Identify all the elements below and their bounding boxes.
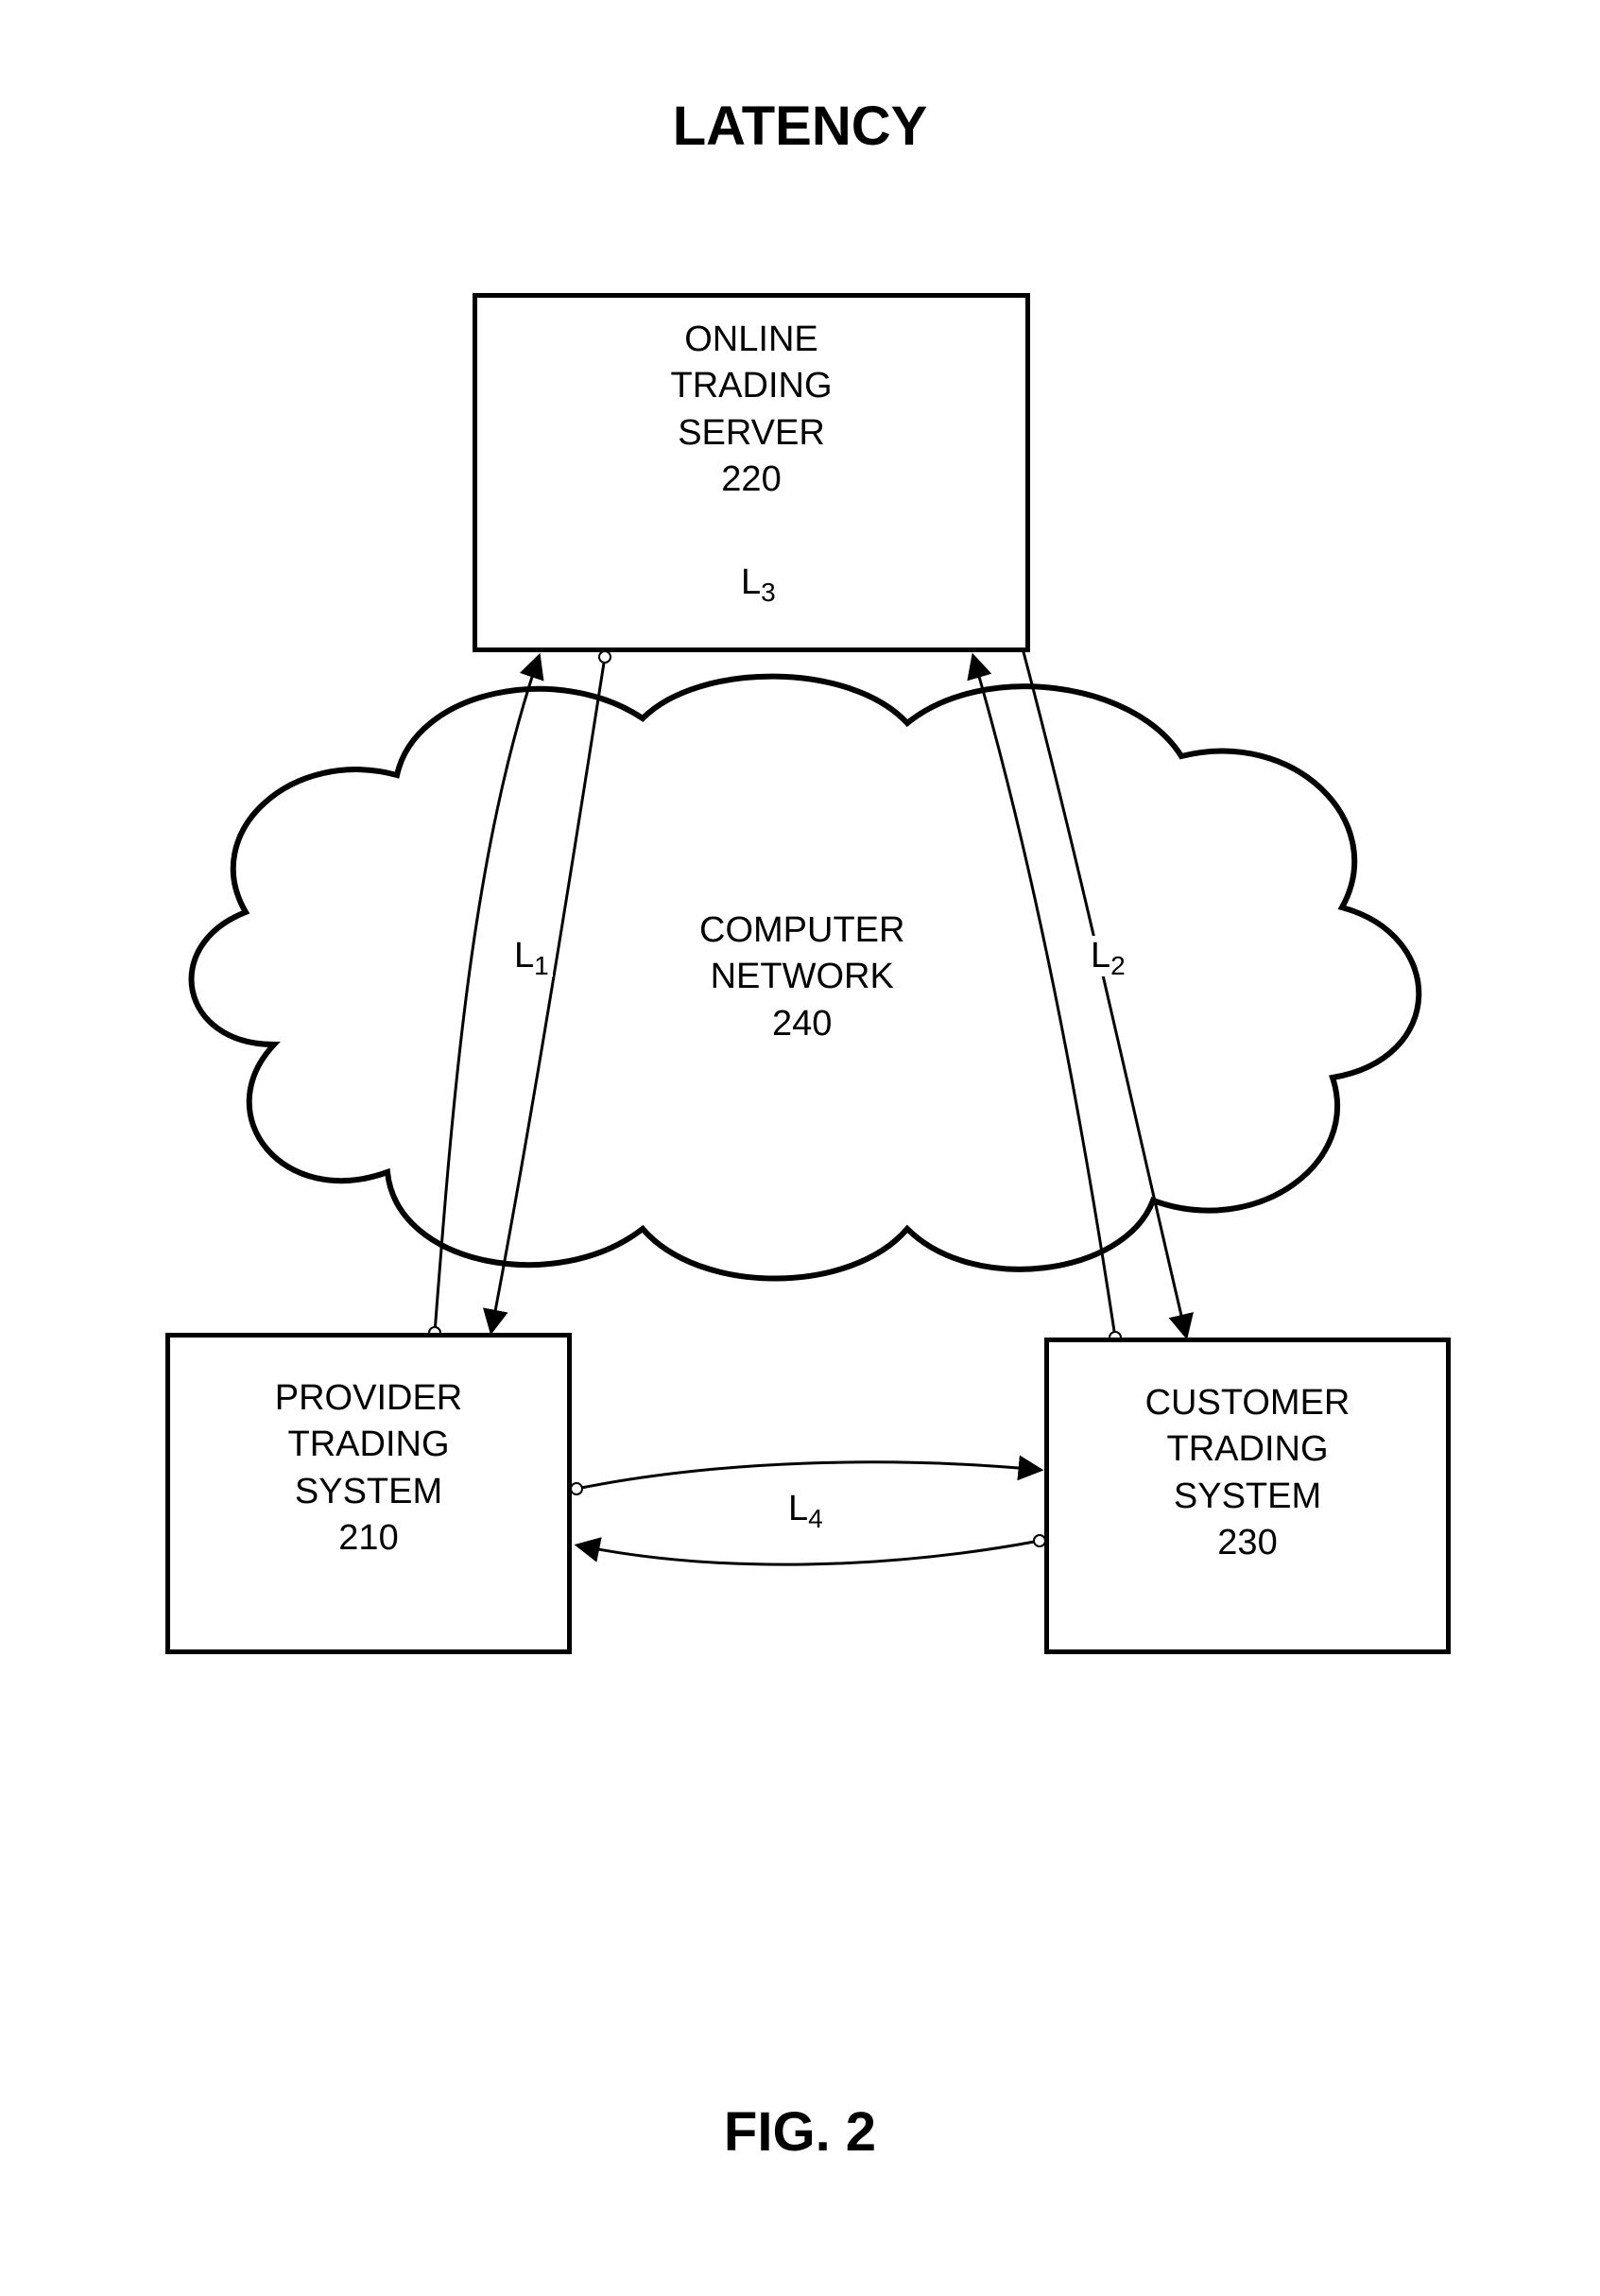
arrow-l1-up — [435, 657, 539, 1333]
arrow-l1-down — [491, 657, 605, 1331]
l2-sub: 2 — [1110, 951, 1126, 980]
arrow-origin-dot — [599, 651, 611, 663]
arrow-l4-left — [578, 1541, 1040, 1564]
page-title: LATENCY — [0, 95, 1600, 158]
l2-symbol: L — [1091, 936, 1110, 975]
figure-caption: FIG. 2 — [0, 2100, 1600, 2164]
l3-symbol: L — [741, 562, 761, 602]
l1-symbol: L — [514, 936, 534, 975]
customer-label-3: SYSTEM — [1174, 1474, 1321, 1520]
provider-label-3: SYSTEM — [295, 1469, 442, 1515]
provider-label-1: PROVIDER — [275, 1375, 462, 1422]
customer-label-2: TRADING — [1167, 1426, 1329, 1473]
node-provider: PROVIDER TRADING SYSTEM 210 — [165, 1333, 572, 1654]
network-ref: 240 — [699, 1001, 904, 1047]
server-label-2: TRADING — [671, 363, 833, 409]
server-label-3: SERVER — [678, 410, 825, 457]
latency-l4: L4 — [784, 1489, 827, 1529]
arrow-l2-down — [1016, 624, 1186, 1336]
customer-label-1: CUSTOMER — [1145, 1380, 1351, 1426]
arrow-l4-right — [576, 1462, 1040, 1489]
provider-ref: 210 — [338, 1515, 398, 1562]
network-label-2: NETWORK — [699, 954, 904, 1000]
latency-l2: L2 — [1087, 936, 1129, 976]
l4-sub: 4 — [808, 1504, 823, 1533]
arrow-origin-dot — [571, 1483, 582, 1494]
provider-label-2: TRADING — [288, 1422, 450, 1468]
customer-ref: 230 — [1217, 1520, 1277, 1566]
l3-sub: 3 — [761, 578, 776, 607]
arrow-l2-up — [973, 657, 1115, 1338]
latency-l1: L1 — [510, 936, 553, 976]
node-customer: CUSTOMER TRADING SYSTEM 230 — [1044, 1338, 1451, 1654]
latency-l3: L3 — [737, 562, 780, 603]
server-ref: 220 — [721, 457, 781, 503]
network-label-1: COMPUTER — [699, 907, 904, 954]
server-label-1: ONLINE — [684, 317, 817, 363]
l1-sub: 1 — [534, 951, 549, 980]
l4-symbol: L — [788, 1489, 808, 1528]
node-network-label: COMPUTER NETWORK 240 — [699, 907, 904, 1047]
